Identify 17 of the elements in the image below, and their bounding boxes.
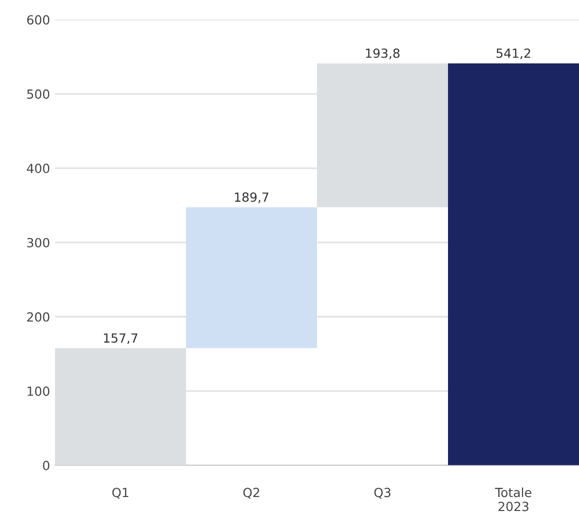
y-tick-label: 200 (27, 312, 50, 322)
data-label: 541,2 (496, 48, 530, 60)
x-tick-label: Totale 2023 (495, 488, 532, 512)
data-label: 157,7 (104, 333, 138, 344)
y-tick-label: 500 (27, 89, 50, 99)
x-tick-label: Q2 (243, 488, 260, 499)
x-tick-label: Q3 (374, 488, 390, 499)
y-tick-label: 100 (28, 386, 50, 396)
x-tick-label: Q1 (112, 488, 128, 499)
data-label: 189,7 (234, 192, 268, 204)
bar (448, 63, 579, 466)
y-tick-label: 600 (27, 15, 50, 25)
bar (186, 207, 317, 348)
y-tick-label: 300 (27, 238, 50, 248)
data-label: 193,8 (366, 48, 400, 60)
y-tick-label: 0 (43, 460, 50, 470)
y-tick-label: 400 (26, 164, 50, 174)
